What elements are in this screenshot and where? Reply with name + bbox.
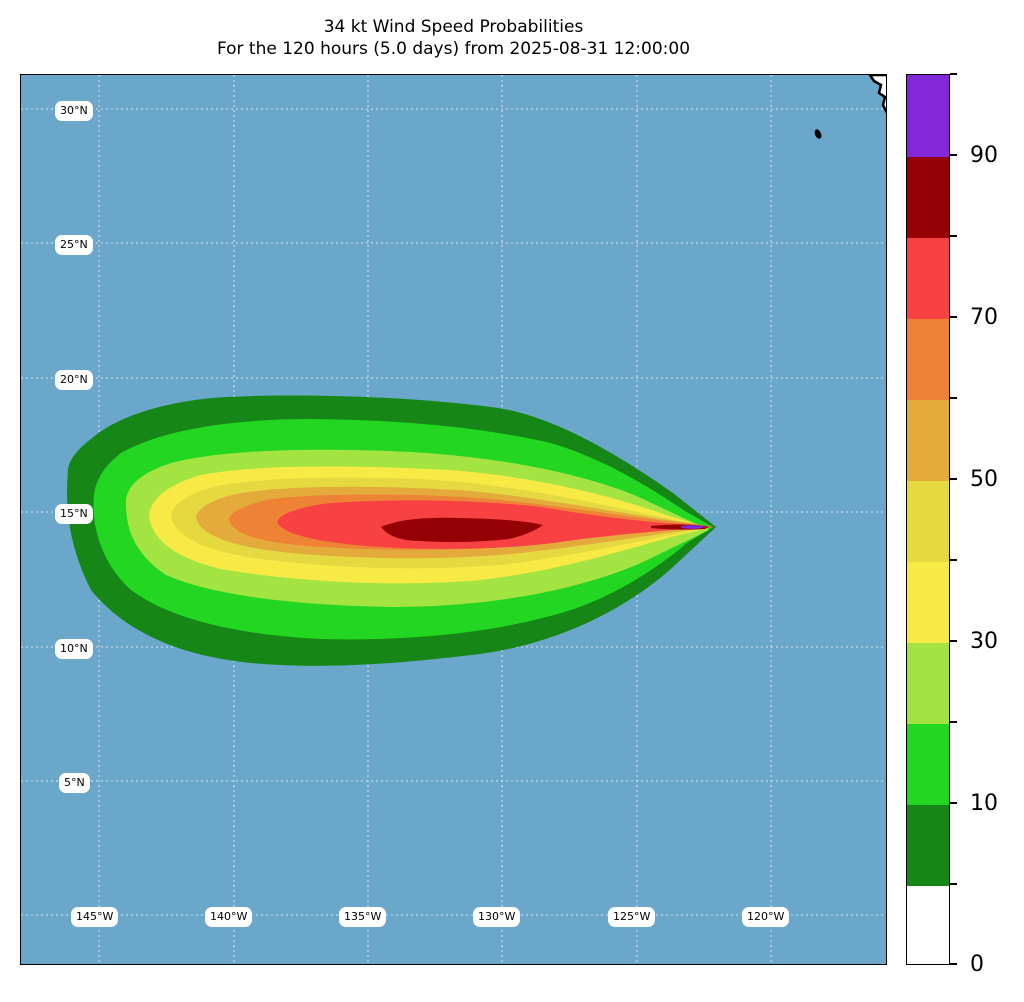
colorbar-segment: [907, 156, 949, 238]
colorbar-tick: [950, 235, 957, 237]
colorbar-tick: [950, 963, 957, 965]
colorbar-label-70: 70: [970, 305, 998, 330]
band-80: [381, 517, 543, 543]
colorbar-tick: [950, 154, 957, 156]
colorbar-tick: [950, 73, 957, 75]
colorbar-segment: [907, 318, 949, 400]
lon-label-140w: 140°W: [205, 907, 253, 927]
lat-label-5n: 5°N: [59, 773, 90, 793]
lat-label-15n: 15°N: [55, 504, 93, 524]
map-area: 30°N 25°N 20°N 15°N 10°N 5°N 145°W 140°W…: [20, 74, 887, 965]
colorbar-tick: [950, 721, 957, 723]
lon-label-145w: 145°W: [71, 907, 119, 927]
chart-subtitle: For the 120 hours (5.0 days) from 2025-0…: [216, 39, 691, 59]
colorbar-segment: [907, 723, 949, 805]
colorbar-segment: [907, 885, 949, 964]
colorbar: [906, 74, 950, 965]
colorbar-segment: [907, 75, 949, 157]
lat-label-20n: 20°N: [55, 370, 93, 390]
colorbar-tick: [950, 397, 957, 399]
colorbar-segment: [907, 642, 949, 724]
coastline-mainland: [868, 75, 886, 114]
colorbar-segment: [907, 399, 949, 481]
colorbar-label-90: 90: [970, 143, 998, 168]
lat-label-30n: 30°N: [55, 101, 93, 121]
colorbar-label-30: 30: [970, 629, 998, 654]
lon-label-130w: 130°W: [473, 907, 521, 927]
colorbar-label-50: 50: [970, 467, 998, 492]
colorbar-segment: [907, 480, 949, 562]
colorbar-segment: [907, 237, 949, 319]
colorbar-tick: [950, 559, 957, 561]
lon-label-135w: 135°W: [339, 907, 387, 927]
probability-swath: [67, 395, 716, 666]
colorbar-tick: [950, 640, 957, 642]
colorbar-tick: [950, 883, 957, 885]
lat-label-10n: 10°N: [55, 639, 93, 659]
map-canvas: [21, 75, 886, 964]
colorbar-segment: [907, 804, 949, 886]
colorbar-label-10: 10: [970, 791, 998, 816]
chart-title: 34 kt Wind Speed Probabilities: [323, 17, 584, 37]
lon-label-125w: 125°W: [608, 907, 656, 927]
lon-label-120w: 120°W: [742, 907, 790, 927]
island: [814, 129, 822, 139]
colorbar-segment: [907, 561, 949, 643]
band-90: [681, 525, 705, 529]
lat-label-25n: 25°N: [55, 235, 93, 255]
colorbar-tick: [950, 802, 957, 804]
colorbar-label-0: 0: [970, 952, 984, 977]
colorbar-tick: [950, 316, 957, 318]
colorbar-tick: [950, 478, 957, 480]
